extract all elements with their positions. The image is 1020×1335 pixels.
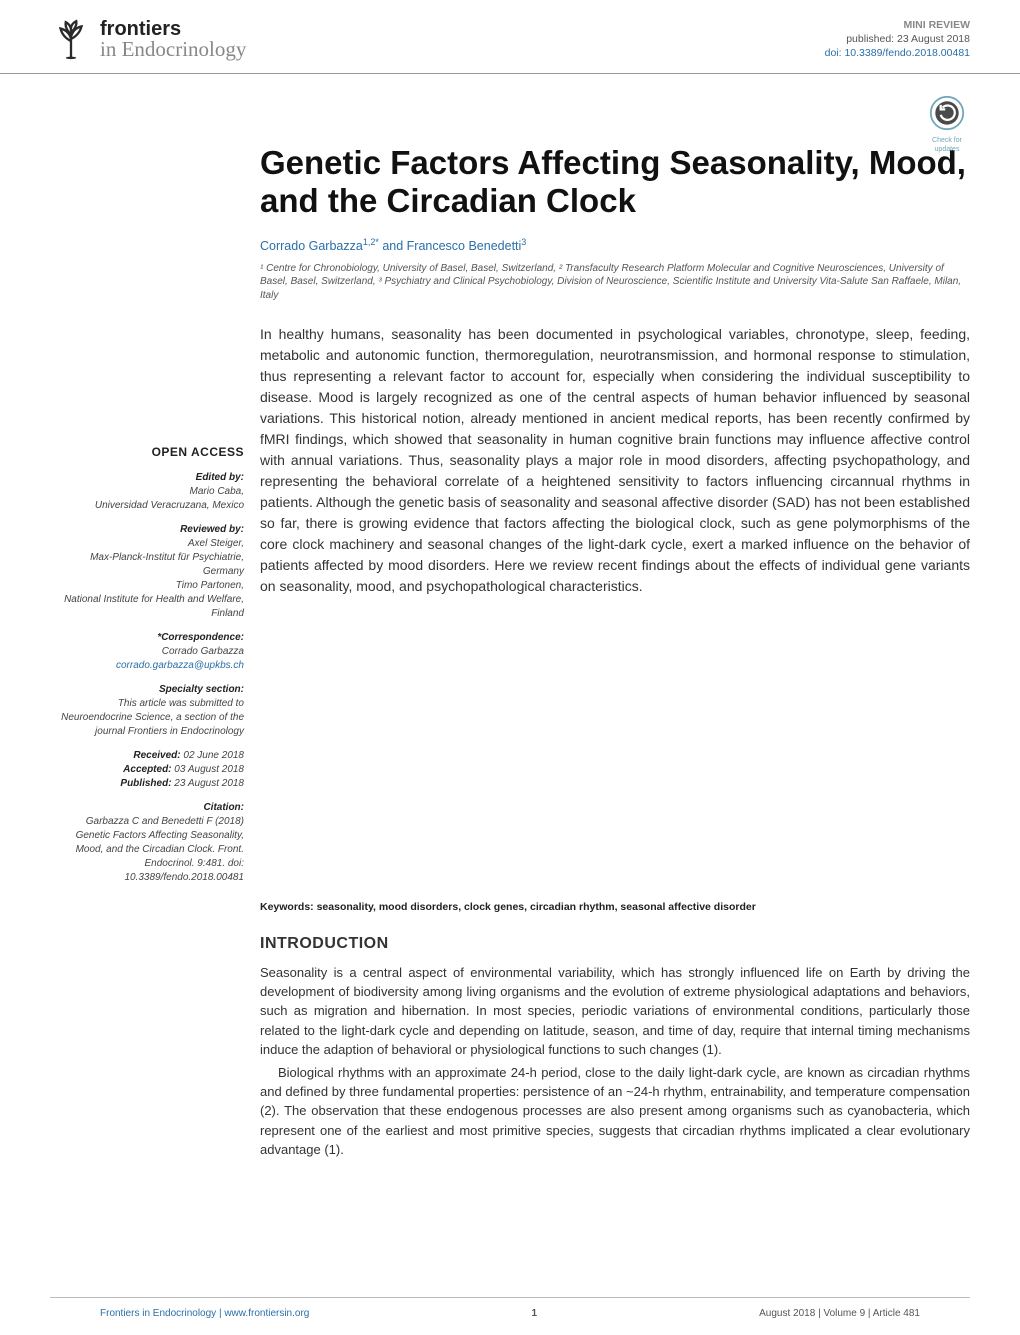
- abstract: In healthy humans, seasonality has been …: [260, 324, 1020, 885]
- reviewer-1-name: Axel Steiger,: [50, 537, 244, 551]
- page-footer: Frontiers in Endocrinology | www.frontie…: [50, 1297, 970, 1335]
- specialty-section-text: This article was submitted to Neuroendoc…: [50, 697, 244, 739]
- logo-brand-text: frontiers: [100, 19, 246, 39]
- correspondent-email[interactable]: corrado.garbazza@upkbs.ch: [116, 660, 244, 671]
- check-updates-badge[interactable]: Check for updates: [929, 95, 965, 153]
- journal-logo: frontiers in Endocrinology: [50, 18, 246, 60]
- received-label: Received:: [133, 750, 180, 761]
- article-type-label: MINI REVIEW: [825, 18, 970, 32]
- check-updates-text-2: updates: [929, 146, 965, 154]
- open-access-label: OPEN ACCESS: [50, 444, 244, 461]
- doi-header[interactable]: doi: 10.3389/fendo.2018.00481: [825, 46, 970, 60]
- affiliations: ¹ Centre for Chronobiology, University o…: [260, 262, 970, 303]
- footer-left[interactable]: Frontiers in Endocrinology | www.frontie…: [100, 1308, 309, 1319]
- edited-by-label: Edited by:: [50, 471, 244, 485]
- author-and: and Francesco Benedetti: [379, 240, 521, 254]
- editor-name: Mario Caba,: [50, 485, 244, 499]
- frontiers-plant-icon: [50, 18, 92, 60]
- page-header: frontiers in Endocrinology MINI REVIEW p…: [0, 0, 1020, 74]
- editor-affiliation: Universidad Veracruzana, Mexico: [50, 499, 244, 513]
- published-date: 23 August 2018: [172, 778, 244, 789]
- intro-paragraph-1: Seasonality is a central aspect of envir…: [260, 963, 970, 1059]
- published-label: Published:: [120, 778, 171, 789]
- header-meta: MINI REVIEW published: 23 August 2018 do…: [825, 18, 970, 61]
- article-title: Genetic Factors Affecting Seasonality, M…: [260, 144, 970, 222]
- reviewer-2-name: Timo Partonen,: [50, 579, 244, 593]
- reviewed-by-label: Reviewed by:: [50, 523, 244, 537]
- citation-label: Citation:: [50, 801, 244, 815]
- citation-text: Garbazza C and Benedetti F (2018) Geneti…: [50, 815, 244, 885]
- page-number: 1: [531, 1308, 537, 1319]
- crossmark-icon: [929, 95, 965, 131]
- published-date-header: published: 23 August 2018: [825, 32, 970, 46]
- accepted-row: Accepted: 03 August 2018: [50, 763, 244, 777]
- check-updates-text-1: Check for: [929, 137, 965, 145]
- correspondent-name: Corrado Garbazza: [50, 645, 244, 659]
- specialty-section-label: Specialty section:: [50, 683, 244, 697]
- author-1-sup: 1,2*: [363, 237, 379, 247]
- section-heading-introduction: INTRODUCTION: [260, 935, 970, 953]
- received-date: 02 June 2018: [181, 750, 244, 761]
- author-2-sup: 3: [521, 237, 526, 247]
- author-list[interactable]: Corrado Garbazza1,2* and Francesco Bened…: [260, 237, 970, 253]
- author-1[interactable]: Corrado Garbazza: [260, 240, 363, 254]
- dates-block: Received: 02 June 2018: [50, 749, 244, 763]
- keywords: Keywords: seasonality, mood disorders, c…: [260, 901, 970, 913]
- journal-name: frontiers in Endocrinology: [100, 19, 246, 60]
- intro-paragraph-2: Biological rhythms with an approximate 2…: [260, 1063, 970, 1159]
- correspondence-label: *Correspondence:: [50, 631, 244, 645]
- reviewer-2-affiliation: National Institute for Health and Welfar…: [50, 593, 244, 621]
- accepted-label: Accepted:: [123, 764, 171, 775]
- footer-right: August 2018 | Volume 9 | Article 481: [759, 1308, 920, 1319]
- published-row: Published: 23 August 2018: [50, 777, 244, 791]
- accepted-date: 03 August 2018: [172, 764, 244, 775]
- main-content-row: OPEN ACCESS Edited by: Mario Caba, Unive…: [0, 324, 1020, 885]
- sidebar: OPEN ACCESS Edited by: Mario Caba, Unive…: [0, 324, 260, 885]
- logo-journal-text: in Endocrinology: [100, 39, 246, 60]
- reviewer-1-affiliation: Max-Planck-Institut für Psychiatrie, Ger…: [50, 551, 244, 579]
